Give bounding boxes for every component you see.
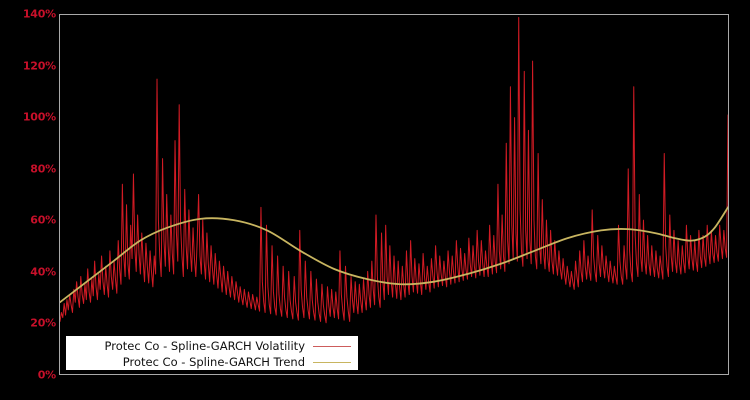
y-axis-tick-label: 140% [22,7,56,21]
legend-swatch-volatility [313,345,351,347]
y-axis-tick-label: 20% [30,316,56,330]
plot-area [59,14,729,375]
y-axis-tick-label: 40% [30,265,56,279]
y-axis-tick-label: 0% [37,368,56,382]
y-axis: 0% 20% 40% 60% 80% 100% 120% 140% [0,0,56,400]
series-trend-line [60,206,728,304]
legend-entry-trend: Protec Co - Spline-GARCH Trend [67,354,357,370]
series-volatility-line [60,17,728,324]
chart-legend: Protec Co - Spline-GARCH Volatility Prot… [66,336,358,370]
y-axis-tick-label: 60% [30,213,56,227]
plot-svg [60,17,728,324]
y-axis-tick-label: 100% [22,110,56,124]
y-axis-tick-label: 80% [30,162,56,176]
legend-label-trend: Protec Co - Spline-GARCH Trend [122,355,305,369]
legend-entry-volatility: Protec Co - Spline-GARCH Volatility [67,338,357,354]
legend-label-volatility: Protec Co - Spline-GARCH Volatility [104,339,305,353]
y-axis-tick-label: 120% [22,59,56,73]
legend-swatch-trend [313,361,351,363]
